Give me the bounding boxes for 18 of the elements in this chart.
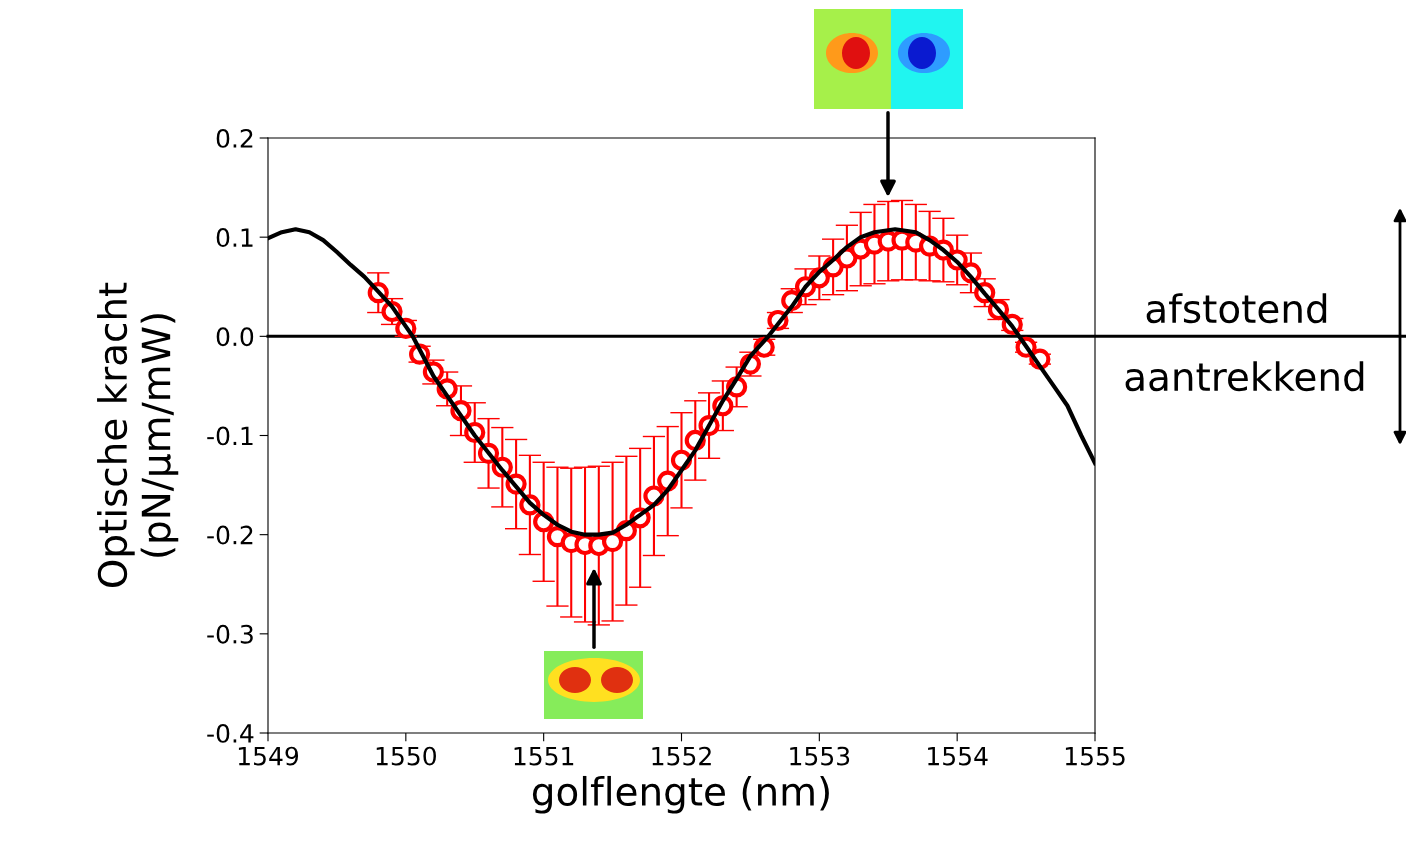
x-tick-label: 1551: [514, 746, 574, 766]
text: aantrekkend: [1125, 361, 1364, 392]
text: afstotend: [1146, 293, 1327, 324]
y-tick-label: 0.1: [216, 228, 253, 248]
y-tick-label: -0.2: [207, 525, 253, 545]
x-tick-label: 1549: [238, 746, 299, 766]
x-tick-label: 1555: [1065, 746, 1125, 766]
y-tick-label: -0.4: [207, 723, 254, 743]
y-tick-label: -0.3: [207, 624, 253, 644]
x-tick-label: 1554: [928, 746, 988, 766]
x-tick-label: 1553: [790, 746, 850, 766]
x-tick-label: 1550: [376, 746, 436, 766]
y-tick-label: 0.2: [216, 128, 253, 148]
y-tick-label: 0.0: [216, 327, 254, 347]
x-tick-label: 1552: [652, 746, 711, 766]
y-tick-label: -0.1: [207, 426, 253, 446]
y-axis-title: Optische kracht (pN/µm/mW): [97, 282, 179, 588]
x-axis-title: golflengte (nm): [532, 775, 829, 814]
